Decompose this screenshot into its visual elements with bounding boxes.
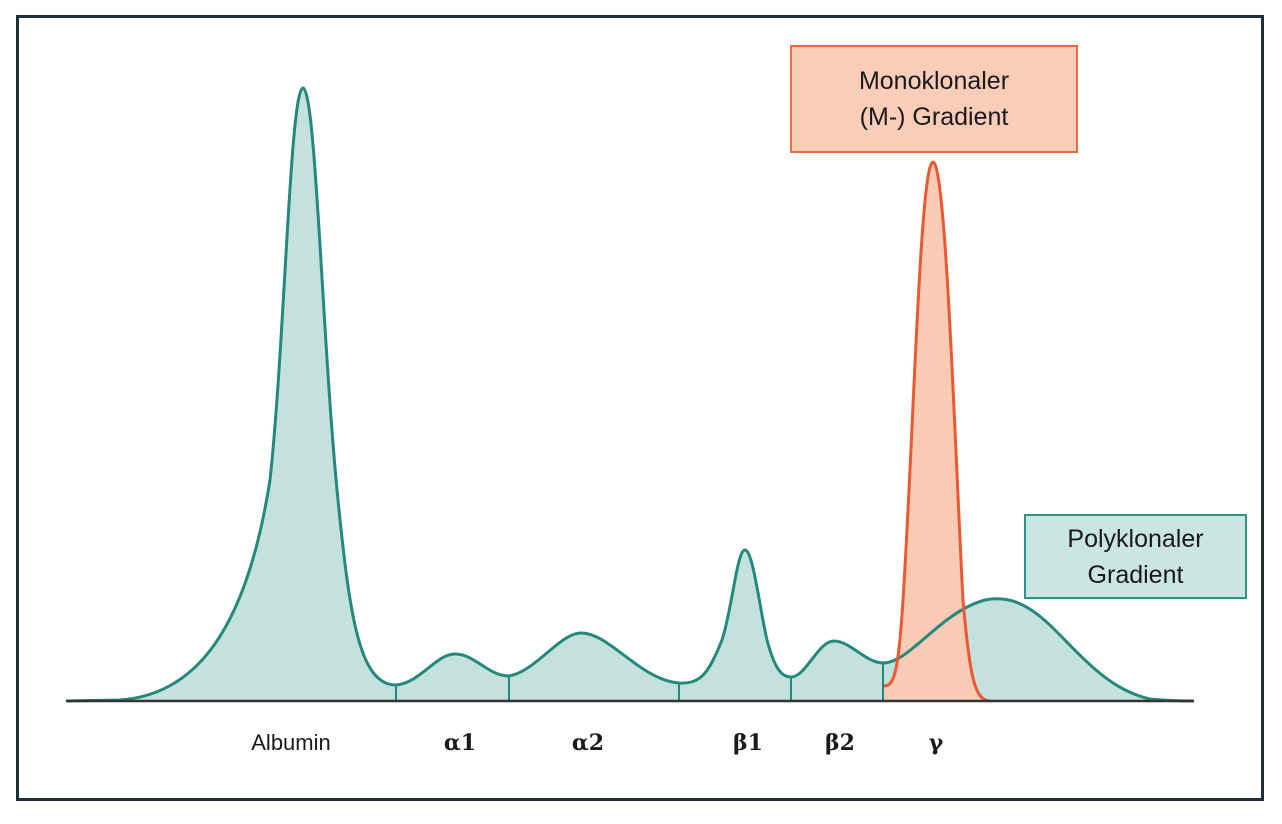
fraction-label-beta1: β1 — [733, 730, 763, 756]
fraction-label-beta2: β2 — [825, 730, 855, 756]
polyclonal-curve-fill — [66, 88, 1193, 701]
polyclonal-gradient-callout: Polyklonaler Gradient — [1024, 514, 1247, 599]
monoclonal-gradient-callout: Monoklonaler (M-) Gradient — [790, 45, 1078, 153]
fraction-label-albumin: Albumin — [251, 730, 331, 755]
fraction-label-alpha2: α2 — [571, 730, 605, 756]
monoclonal-peak-fill — [883, 162, 990, 701]
polyclonal-curve-line — [65, 86, 1194, 703]
fraction-label-gamma: γ — [928, 730, 944, 756]
monoclonal-peak-line — [882, 160, 991, 703]
fraction-label-alpha1: α1 — [443, 730, 477, 756]
